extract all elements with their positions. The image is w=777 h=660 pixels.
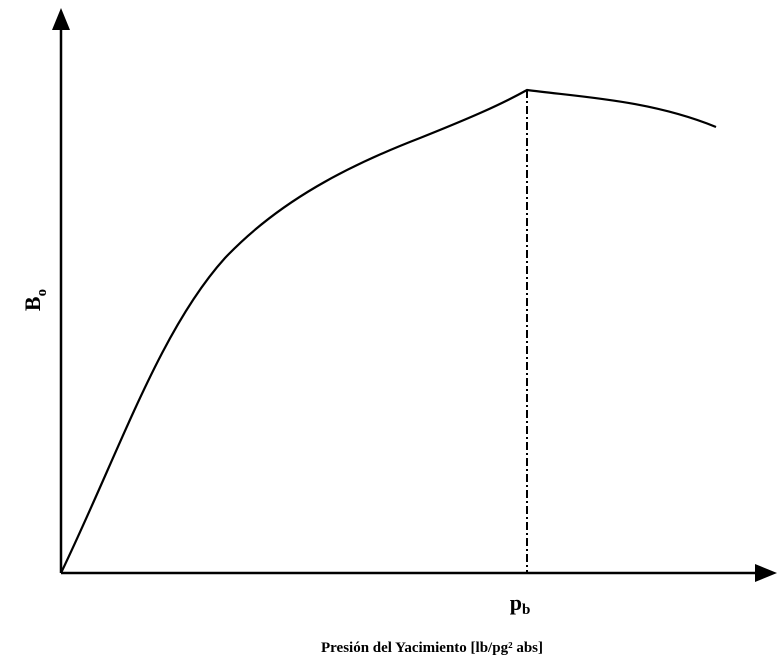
x-axis-label: Presión del Yacimiento [lb/pg² abs] [321,640,543,656]
y-axis-arrow [52,8,70,30]
x-marker-subscript: b [522,602,530,618]
x-marker-symbol: p [510,590,522,615]
y-axis-label: Bo [20,289,50,311]
y-label-symbol: B [20,296,45,311]
x-axis-arrow [755,564,777,582]
x-marker-label: pb [510,590,531,618]
y-label-subscript: o [34,289,50,297]
curve [60,88,717,574]
